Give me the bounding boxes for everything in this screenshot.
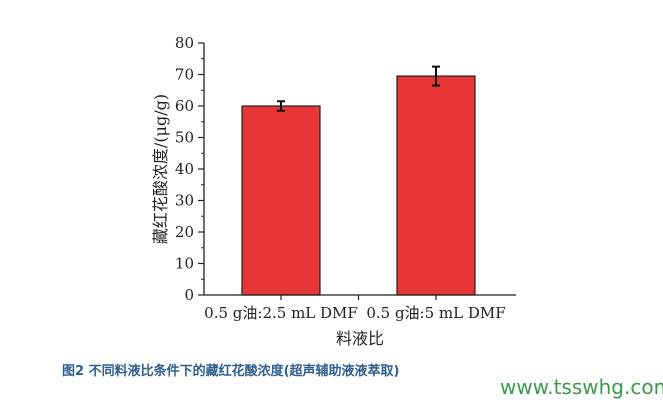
- watermark-text: www.tsswhg.com: [500, 375, 663, 399]
- y-tick-label: 10: [175, 255, 194, 273]
- y-tick-label: 0: [184, 286, 194, 304]
- y-tick-label: 50: [175, 129, 194, 147]
- x-tick-label: 0.5 g油:5 mL DMF: [366, 304, 505, 322]
- y-tick-label: 70: [175, 66, 194, 84]
- y-tick-label: 20: [175, 223, 194, 241]
- bar: [241, 105, 321, 296]
- y-tick-label: 80: [175, 34, 194, 52]
- bar: [396, 75, 476, 296]
- x-axis-title: 料液比: [336, 329, 384, 348]
- y-tick-label: 60: [175, 97, 194, 115]
- x-tick-label: 0.5 g油:2.5 mL DMF: [204, 304, 358, 322]
- y-axis-title: 藏红花酸浓度/(μg/g): [151, 94, 170, 244]
- y-tick-label: 40: [175, 160, 194, 178]
- y-tick-label: 30: [175, 192, 194, 210]
- figure-caption: 图2 不同料液比条件下的藏红花酸浓度(超声辅助液液萃取): [62, 364, 400, 379]
